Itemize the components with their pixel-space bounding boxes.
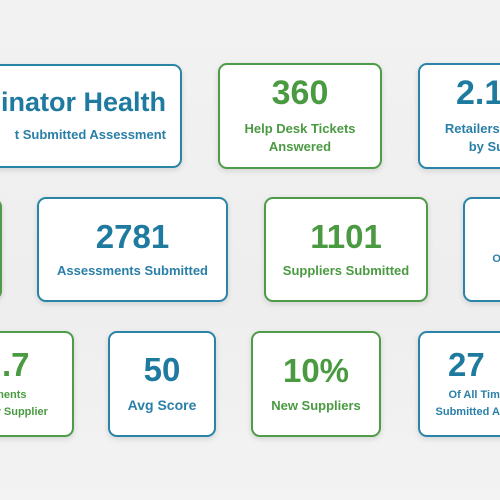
stat-card-new-suppliers: 10% New Suppliers — [251, 331, 381, 437]
stat-label: Avg Score — [127, 397, 197, 414]
stat-card-clipped-left — [0, 198, 2, 300]
stat-value: 50 — [143, 351, 181, 389]
stat-label: Help Desk Tickets Answered — [244, 121, 356, 154]
stat-value: 2781 — [95, 217, 170, 255]
stat-label: Suppliers Submitted — [282, 262, 410, 278]
stat-card-retailers: 2.1 Retailers Su by Supp — [418, 63, 500, 169]
stat-card-avg-score: 50 Avg Score — [108, 331, 216, 437]
stat-label: Of All Time Submitted All — [435, 389, 500, 418]
stat-card-help-desk: 360 Help Desk Tickets Answered — [218, 63, 382, 169]
stat-card-assessments-submitted: 2781 Assessments Submitted — [37, 197, 228, 302]
stat-label: New Suppliers — [271, 397, 361, 413]
stat-value: 10% — [282, 351, 350, 389]
stat-card-suppliers-submitted: 1101 Suppliers Submitted — [264, 197, 428, 302]
stat-value: 1101 — [310, 217, 382, 255]
stat-card-assessments-by-supplier: .7 sments by Supplier — [0, 331, 74, 437]
stat-label: Of S O — [492, 253, 500, 265]
stat-label: sments by Supplier — [0, 389, 48, 418]
stat-label: t Submitted Assessment — [14, 126, 166, 142]
stat-value: .7 — [2, 346, 30, 383]
stat-value: llinator Health — [0, 86, 166, 117]
stat-card-clipped-right: Of S O — [463, 197, 500, 302]
stat-value: 360 — [271, 74, 329, 113]
stat-card-all-time: 27 Of All Time Submitted All — [418, 331, 500, 437]
stat-label: Assessments Submitted — [57, 262, 208, 278]
stat-value: 27 — [448, 346, 485, 383]
stat-label: Retailers Su by Supp — [444, 121, 500, 154]
stat-value: 2.1 — [456, 74, 500, 113]
stat-card-pollinator-health: llinator Health t Submitted Assessment — [0, 64, 182, 168]
